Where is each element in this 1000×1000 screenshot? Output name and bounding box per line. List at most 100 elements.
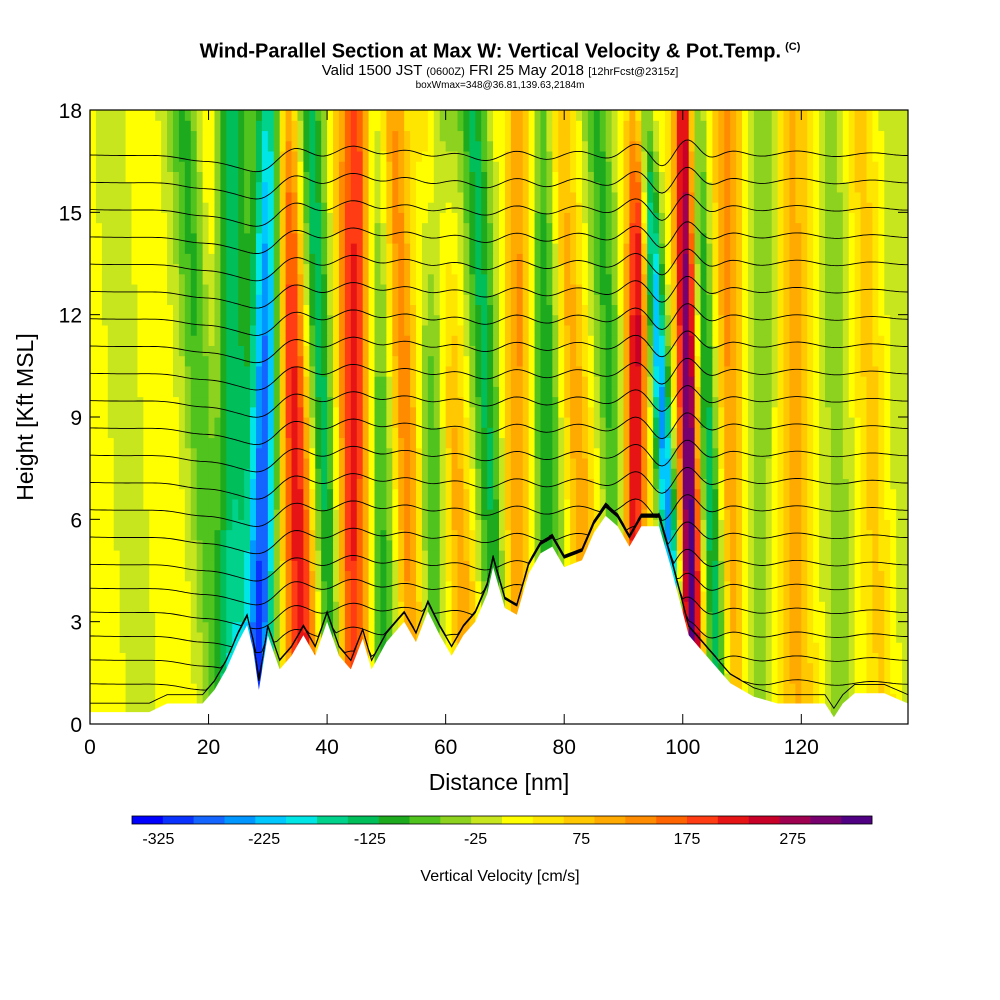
w-cell (238, 519, 245, 531)
w-cell (736, 580, 743, 592)
w-cell (487, 570, 494, 582)
w-cell (404, 601, 411, 613)
w-cell (119, 550, 127, 561)
w-cell (255, 365, 263, 377)
w-cell (143, 703, 150, 715)
w-cell (581, 355, 589, 367)
w-cell (659, 498, 666, 510)
w-cell (149, 468, 156, 479)
w-cell (848, 386, 856, 398)
w-cell (807, 376, 814, 387)
w-cell (451, 437, 459, 449)
w-cell (113, 427, 121, 439)
w-cell (854, 417, 862, 428)
w-cell (172, 406, 180, 418)
w-cell (125, 427, 133, 439)
w-cell (202, 437, 210, 449)
w-cell (629, 478, 636, 490)
w-cell (190, 631, 198, 643)
w-cell (433, 417, 441, 428)
w-cell (884, 672, 891, 684)
w-cell (564, 386, 571, 398)
w-cell (350, 406, 358, 418)
w-cell (202, 580, 210, 592)
w-cell (137, 529, 144, 541)
w-cell (398, 417, 405, 428)
w-cell (836, 427, 844, 439)
w-cell (113, 601, 121, 613)
w-cell (226, 611, 233, 623)
w-cell (113, 406, 121, 418)
w-cell (718, 509, 725, 520)
w-cell (297, 406, 304, 418)
w-cell (178, 570, 186, 582)
w-cell (392, 396, 399, 408)
w-cell (576, 539, 583, 551)
w-cell (789, 631, 796, 643)
w-cell (178, 519, 186, 531)
w-cell (890, 498, 897, 510)
w-cell (801, 529, 808, 541)
w-cell (516, 355, 524, 367)
w-cell (516, 539, 524, 551)
w-cell (499, 457, 506, 469)
w-cell (890, 406, 897, 418)
w-cell (546, 509, 553, 520)
w-cell (113, 488, 121, 500)
w-cell (576, 396, 583, 408)
w-cell (801, 386, 808, 398)
w-cell (90, 386, 97, 398)
w-cell (333, 570, 340, 582)
w-cell (510, 539, 518, 551)
w-cell (404, 560, 411, 572)
w-cell (647, 417, 654, 428)
w-cell (878, 683, 885, 694)
w-cell (481, 437, 488, 449)
w-cell (202, 355, 210, 367)
w-cell (196, 468, 204, 479)
w-cell (368, 529, 376, 541)
w-cell (238, 406, 245, 418)
w-cell (528, 447, 536, 459)
w-cell (659, 478, 666, 490)
w-cell (825, 590, 832, 602)
w-cell (742, 631, 749, 643)
w-cell (196, 509, 204, 520)
w-cell (475, 539, 482, 551)
w-cell (629, 427, 636, 439)
w-cell (605, 457, 613, 469)
w-cell (747, 488, 755, 500)
w-cell (552, 365, 559, 377)
w-cell (107, 652, 115, 664)
w-cell (279, 509, 287, 520)
w-cell (250, 386, 257, 398)
w-cell (196, 560, 204, 572)
w-cell (95, 437, 103, 449)
w-cell (475, 468, 482, 479)
w-cell (90, 611, 97, 623)
w-cell (688, 478, 696, 490)
w-cell (380, 396, 387, 408)
w-cell (629, 376, 636, 387)
w-cell (866, 519, 874, 531)
w-cell (469, 488, 476, 500)
w-cell (611, 468, 619, 479)
w-cell (842, 519, 850, 531)
w-cell (445, 478, 453, 490)
w-cell (143, 642, 150, 653)
w-cell (730, 447, 737, 459)
w-cell (848, 550, 856, 561)
w-cell (493, 519, 500, 531)
w-cell (125, 406, 133, 418)
w-cell (890, 447, 897, 459)
w-cell (783, 580, 791, 592)
w-cell (902, 642, 908, 653)
w-cell (854, 406, 862, 418)
w-cell (558, 468, 565, 479)
w-cell (356, 580, 364, 592)
w-cell (700, 642, 708, 653)
w-cell (196, 672, 204, 684)
w-cell (261, 396, 269, 408)
w-cell (528, 498, 536, 510)
w-cell (350, 631, 358, 643)
